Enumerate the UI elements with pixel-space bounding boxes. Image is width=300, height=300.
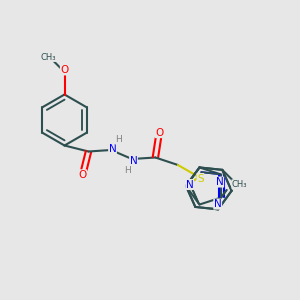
Text: CH₃: CH₃ bbox=[232, 180, 248, 189]
Text: O: O bbox=[155, 128, 164, 138]
Text: H: H bbox=[124, 166, 131, 175]
Text: CH₃: CH₃ bbox=[40, 52, 56, 62]
Text: H: H bbox=[115, 135, 122, 144]
Text: N: N bbox=[186, 179, 194, 190]
Text: N: N bbox=[214, 199, 222, 209]
Text: N: N bbox=[216, 177, 224, 187]
Text: O: O bbox=[78, 170, 87, 180]
Text: S: S bbox=[197, 173, 204, 184]
Text: N: N bbox=[130, 155, 137, 166]
Text: N: N bbox=[109, 143, 116, 154]
Text: O: O bbox=[60, 65, 69, 75]
